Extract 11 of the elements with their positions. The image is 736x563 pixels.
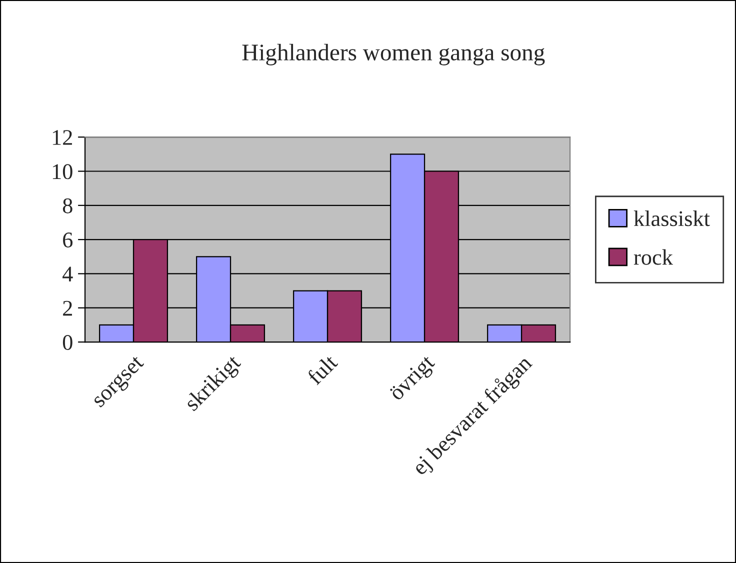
y-tick-label: 6 xyxy=(63,232,73,248)
chart-title: Highlanders women ganga song xyxy=(242,44,545,66)
y-tick-label: 2 xyxy=(63,300,72,316)
legend-label: rock xyxy=(634,249,673,265)
legend-label: klassiskt xyxy=(634,210,710,226)
x-tick-label: fult xyxy=(306,353,338,386)
y-tick-label: 8 xyxy=(62,198,72,214)
y-tick-label: 10 xyxy=(52,164,72,180)
y-tick-label: 4 xyxy=(62,266,73,282)
y-tick-label: 0 xyxy=(62,334,72,350)
y-tick-label: 12 xyxy=(52,130,72,145)
